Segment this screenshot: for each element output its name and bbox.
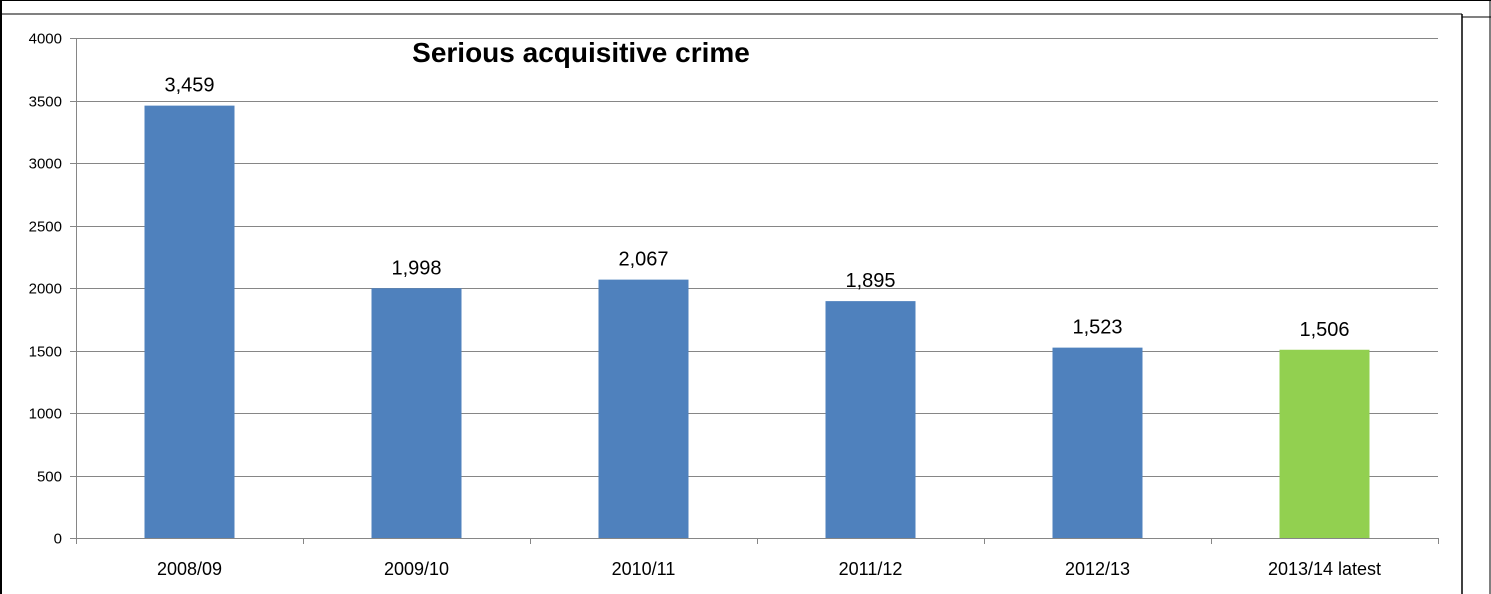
y-tick-label: 2500	[29, 219, 62, 236]
x-category-label: 2012/13	[1065, 559, 1130, 579]
axes	[70, 38, 1439, 544]
data-label: 2,067	[618, 249, 668, 271]
gridlines	[76, 38, 1438, 477]
x-category-label: 2008/09	[157, 559, 222, 579]
x-category-label: 2013/14 latest	[1268, 559, 1381, 579]
labels: 0 500 1000 1500 2000 2500 3000 3500 4000 3,459 200…	[29, 31, 1381, 580]
y-tick-label: 0	[54, 531, 62, 548]
bar-2008-09	[144, 105, 235, 538]
data-label: 1,895	[845, 270, 895, 292]
data-label: 1,506	[1299, 319, 1349, 341]
bar-2013-14-latest	[1279, 349, 1370, 538]
bar-2009-10	[371, 288, 462, 538]
y-tick-label: 1000	[29, 406, 62, 423]
y-tick-label: 1500	[29, 344, 62, 361]
data-label: 3,459	[164, 75, 214, 97]
y-tick-label: 3000	[29, 156, 62, 173]
x-category-label: 2009/10	[384, 559, 449, 579]
bar-2010-11	[598, 279, 689, 538]
bar-2011-12	[825, 301, 916, 538]
chart-title: Serious acquisitive crime	[412, 37, 750, 68]
y-tick-label: 3500	[29, 94, 62, 111]
y-tick-label: 2000	[29, 281, 62, 298]
x-category-label: 2011/12	[839, 559, 903, 579]
y-tick-label: 4000	[29, 31, 62, 48]
bar-2012-13	[1052, 347, 1143, 538]
x-category-label: 2010/11	[612, 559, 676, 579]
y-tick-label: 500	[37, 469, 62, 486]
bars	[144, 105, 1370, 538]
data-label: 1,523	[1072, 317, 1122, 339]
data-label: 1,998	[391, 257, 441, 279]
